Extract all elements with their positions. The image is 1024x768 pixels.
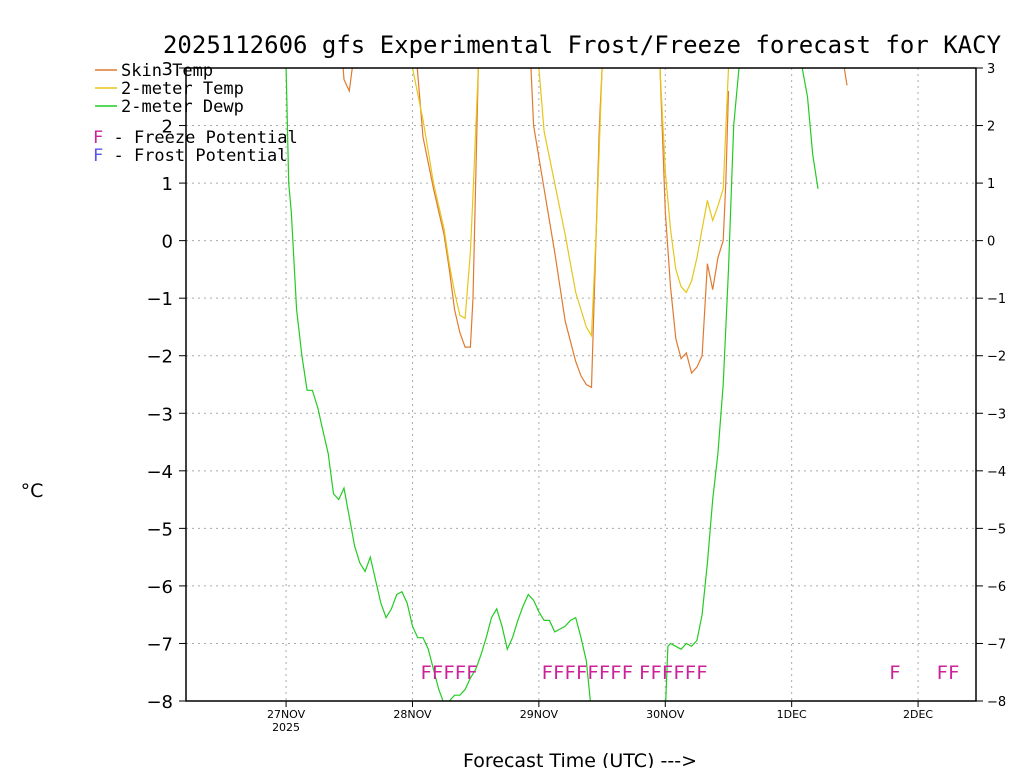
y-tick-label-right: 1 bbox=[987, 177, 995, 192]
y-tick-label-right: −1 bbox=[987, 292, 1006, 307]
series-line-skin-temp bbox=[530, 68, 603, 389]
y-tick-label-right: −3 bbox=[987, 407, 1006, 422]
y-tick-label-right: −7 bbox=[987, 637, 1006, 652]
series-line-skin-temp bbox=[843, 68, 848, 86]
y-tick-label-left: −8 bbox=[146, 692, 173, 713]
series-line-2-meter-temp bbox=[659, 68, 730, 294]
series-lines bbox=[285, 68, 848, 701]
series-line-skin-temp bbox=[416, 68, 479, 348]
y-tick-label-right: 0 bbox=[987, 235, 995, 250]
legend-potential: F - Freeze Potential bbox=[93, 128, 298, 148]
y-tick-label-right: 3 bbox=[987, 62, 995, 77]
y-axis-label: °C bbox=[21, 480, 44, 502]
x-axis-ticks: 27NOV202528NOV29NOV30NOV1DEC2DEC3DEC bbox=[267, 701, 933, 734]
y-tick-label-left: 0 bbox=[162, 232, 173, 253]
series-line-skin-temp bbox=[659, 68, 730, 375]
freeze-potential-marker: FFFFFF bbox=[639, 662, 708, 684]
y-tick-label-right: −5 bbox=[987, 522, 1006, 537]
x-tick-year-label: 2025 bbox=[272, 721, 300, 734]
freeze-potential-marker: FF bbox=[937, 662, 960, 684]
legend-label: 2-meter Temp bbox=[121, 79, 244, 99]
y-tick-label-right: −4 bbox=[987, 465, 1006, 480]
chart-title: 2025112606 gfs Experimental Frost/Freeze… bbox=[163, 31, 1002, 59]
y-tick-label-left: −7 bbox=[146, 634, 173, 655]
freeze-potential-marker: FFFFFFFF bbox=[542, 662, 634, 684]
series-line-2-meter-temp bbox=[411, 68, 479, 320]
y-tick-label-left: 1 bbox=[162, 174, 173, 195]
y-axis-ticks: 3 3 2 2 1 1 0 0 −1 −1 −2 −2 −3 −3 −4 −4 −5 −5 −6 −6 −7 −7 −8 −8 bbox=[146, 59, 1006, 713]
y-tick-label-left: −5 bbox=[146, 519, 173, 540]
y-tick-label-right: 2 bbox=[987, 120, 995, 135]
y-tick-label-right: −2 bbox=[987, 350, 1006, 365]
plot-frame bbox=[185, 67, 977, 702]
series-line-2-meter-dewp bbox=[665, 68, 740, 701]
x-tick-label: 28NOV bbox=[393, 708, 432, 721]
x-axis-label: Forecast Time (UTC) ---> bbox=[463, 750, 697, 768]
y-tick-label-left: −1 bbox=[146, 289, 173, 310]
y-tick-label-left: −2 bbox=[146, 347, 173, 368]
x-tick-label: 27NOV bbox=[267, 708, 306, 721]
y-tick-label-left: 3 bbox=[162, 59, 173, 80]
x-tick-label: 2DEC bbox=[903, 708, 933, 721]
x-tick-label: 1DEC bbox=[777, 708, 807, 721]
y-tick-label-right: −6 bbox=[987, 580, 1006, 595]
series-line-2-meter-dewp bbox=[285, 68, 591, 701]
series-line-2-meter-temp bbox=[538, 68, 603, 338]
y-tick-label-left: −6 bbox=[146, 577, 173, 598]
legend-potential: F - Frost Potential bbox=[93, 146, 287, 166]
freeze-potential-marker: F bbox=[889, 662, 900, 684]
y-tick-label-right: −8 bbox=[987, 695, 1006, 710]
x-tick-label: 29NOV bbox=[520, 708, 559, 721]
legend-label: 2-meter Dewp bbox=[121, 97, 244, 117]
potential-markers: FFFFF FFFFFFFF FFFFFF F FF bbox=[420, 662, 959, 684]
x-tick-label: 30NOV bbox=[646, 708, 685, 721]
y-tick-label-left: 2 bbox=[162, 117, 173, 138]
grid-lines bbox=[186, 68, 976, 701]
y-tick-label-left: −3 bbox=[146, 404, 173, 425]
legend-label: Skin Temp bbox=[121, 61, 213, 81]
y-tick-label-left: −4 bbox=[146, 462, 173, 483]
series-line-2-meter-dewp bbox=[801, 68, 819, 189]
series-line-skin-temp bbox=[342, 68, 353, 94]
freeze-potential-marker: FFFFF bbox=[420, 662, 477, 684]
